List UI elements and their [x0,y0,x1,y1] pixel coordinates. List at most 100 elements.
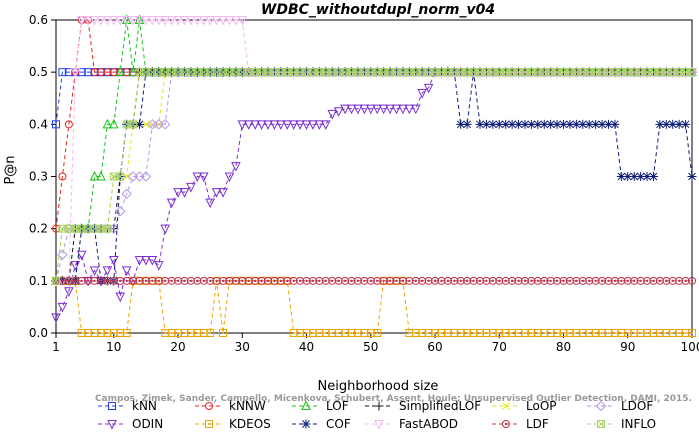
marker [193,68,202,77]
marker [398,276,407,285]
marker [353,68,362,77]
marker [109,276,118,285]
marker [399,68,407,77]
legend-item-inflo: INFLO [587,417,656,431]
marker [604,329,613,337]
marker [476,329,484,337]
marker [288,120,299,130]
marker [321,68,330,77]
marker [298,279,302,283]
marker [508,68,517,77]
marker [305,279,308,283]
marker [366,276,375,285]
marker [446,279,450,283]
marker [553,276,562,285]
marker [198,16,209,26]
marker [684,279,687,283]
marker [585,68,594,77]
marker [617,276,626,285]
marker [122,276,131,285]
marker [161,329,170,337]
marker [649,329,658,337]
marker [109,16,119,26]
marker [237,16,248,26]
marker [427,332,430,334]
series-line [56,71,692,282]
marker [334,329,343,337]
marker [148,68,157,77]
marker [420,279,424,283]
marker [311,332,314,334]
marker [90,68,99,77]
marker [296,276,305,285]
series-line [55,71,692,281]
marker [463,276,472,285]
marker [116,276,125,285]
marker [189,279,193,283]
legend-label: SimplifiedLOF [399,399,481,413]
marker [437,276,446,285]
legend: kNN kNNW LOF SimplifiedLOF LoOP LDOF ODIN KDEOS… [98,399,656,431]
marker [90,224,99,233]
marker [115,16,126,26]
marker [376,279,379,283]
marker [373,329,382,337]
marker [289,68,298,77]
marker [129,120,137,129]
marker [374,420,384,430]
marker [96,68,105,77]
marker [64,224,73,233]
x-axis-label: Neighborhood size [318,379,439,394]
marker [662,329,671,337]
marker [164,332,167,334]
marker [520,329,529,337]
marker [186,329,195,337]
marker [431,68,439,77]
marker [219,68,227,77]
marker [533,119,543,129]
marker [232,68,240,77]
marker [379,68,388,77]
series-line [56,280,692,334]
marker [575,279,578,283]
marker [572,329,581,337]
marker [652,279,655,283]
marker [546,68,555,77]
marker [328,329,337,337]
legend-label: LOF [326,399,349,413]
marker [331,279,334,283]
legend-label: LDOF [621,399,653,413]
marker [424,68,433,77]
marker [566,68,574,77]
marker [463,68,472,77]
marker [514,276,523,285]
marker [289,276,298,285]
legend-item-knn: kNN [98,399,157,413]
marker [530,279,533,283]
marker [166,16,177,26]
marker [251,276,260,285]
marker [559,68,568,77]
marker [616,172,626,181]
marker [501,119,511,129]
marker [301,400,311,410]
marker [443,276,452,285]
marker [215,279,218,283]
marker [264,276,272,285]
marker [398,104,408,115]
marker [142,120,150,129]
marker [125,332,128,334]
marker [617,68,626,77]
marker [363,279,366,283]
marker [67,279,71,283]
marker [141,276,150,285]
marker [434,332,437,334]
marker [662,68,671,77]
marker [286,279,289,283]
marker [237,120,248,130]
marker [562,279,565,283]
marker [671,279,674,283]
marker [308,68,317,77]
marker [462,119,472,129]
marker [295,120,305,130]
